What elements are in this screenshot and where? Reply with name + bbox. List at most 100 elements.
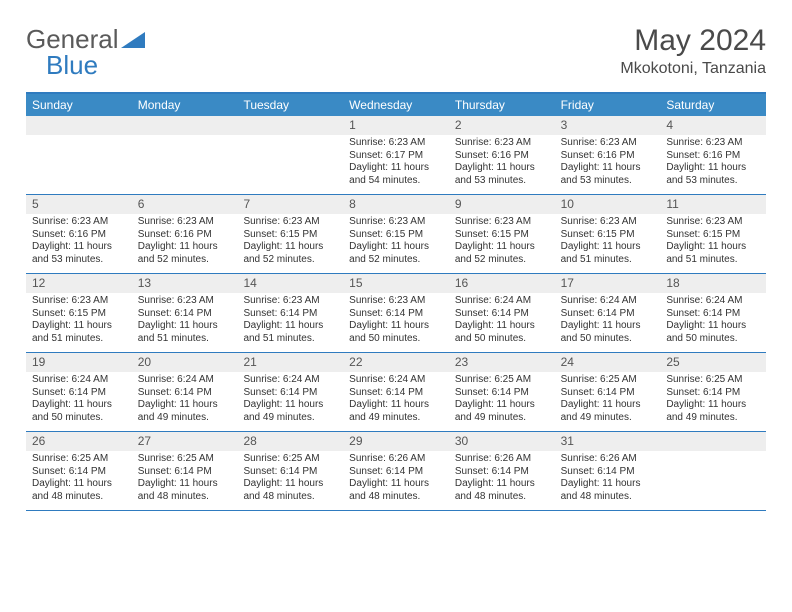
calendar-day: 18Sunrise: 6:24 AMSunset: 6:14 PMDayligh… [660,274,766,352]
calendar-day: 16Sunrise: 6:24 AMSunset: 6:14 PMDayligh… [449,274,555,352]
calendar-day: 27Sunrise: 6:25 AMSunset: 6:14 PMDayligh… [132,432,238,510]
day-content: Sunrise: 6:24 AMSunset: 6:14 PMDaylight:… [237,372,343,428]
calendar-day: 17Sunrise: 6:24 AMSunset: 6:14 PMDayligh… [555,274,661,352]
calendar-day: 25Sunrise: 6:25 AMSunset: 6:14 PMDayligh… [660,353,766,431]
day-content: Sunrise: 6:23 AMSunset: 6:15 PMDaylight:… [343,214,449,270]
day-content: Sunrise: 6:24 AMSunset: 6:14 PMDaylight:… [26,372,132,428]
day-number: 6 [132,195,238,214]
weekday-row: SundayMondayTuesdayWednesdayThursdayFrid… [26,94,766,116]
day-content: Sunrise: 6:25 AMSunset: 6:14 PMDaylight:… [555,372,661,428]
day-number: 9 [449,195,555,214]
day-content: Sunrise: 6:24 AMSunset: 6:14 PMDaylight:… [132,372,238,428]
day-content: Sunrise: 6:23 AMSunset: 6:14 PMDaylight:… [343,293,449,349]
day-content: Sunrise: 6:26 AMSunset: 6:14 PMDaylight:… [449,451,555,507]
day-content: Sunrise: 6:25 AMSunset: 6:14 PMDaylight:… [660,372,766,428]
day-number: 14 [237,274,343,293]
month-title: May 2024 [620,24,766,58]
day-content [237,135,343,190]
day-content: Sunrise: 6:23 AMSunset: 6:15 PMDaylight:… [26,293,132,349]
day-number: 11 [660,195,766,214]
calendar-day [132,116,238,194]
calendar-day [660,432,766,510]
calendar-day: 22Sunrise: 6:24 AMSunset: 6:14 PMDayligh… [343,353,449,431]
day-number: 15 [343,274,449,293]
day-content [26,135,132,190]
day-content: Sunrise: 6:26 AMSunset: 6:14 PMDaylight:… [555,451,661,507]
calendar-week: 5Sunrise: 6:23 AMSunset: 6:16 PMDaylight… [26,195,766,274]
location: Mkokotoni, Tanzania [620,60,766,78]
logo-text-blue: Blue [46,50,98,81]
day-number: 26 [26,432,132,451]
day-number: 13 [132,274,238,293]
day-number: 22 [343,353,449,372]
title-block: May 2024 Mkokotoni, Tanzania [620,24,766,78]
weekday-header: Tuesday [237,94,343,116]
day-number: 3 [555,116,661,135]
calendar-day: 3Sunrise: 6:23 AMSunset: 6:16 PMDaylight… [555,116,661,194]
calendar-weeks: 1Sunrise: 6:23 AMSunset: 6:17 PMDaylight… [26,116,766,511]
day-content: Sunrise: 6:23 AMSunset: 6:16 PMDaylight:… [26,214,132,270]
day-number: 21 [237,353,343,372]
day-number: 7 [237,195,343,214]
calendar-day: 12Sunrise: 6:23 AMSunset: 6:15 PMDayligh… [26,274,132,352]
calendar-week: 1Sunrise: 6:23 AMSunset: 6:17 PMDaylight… [26,116,766,195]
calendar-day: 8Sunrise: 6:23 AMSunset: 6:15 PMDaylight… [343,195,449,273]
weekday-header: Monday [132,94,238,116]
day-number: 10 [555,195,661,214]
calendar-week: 12Sunrise: 6:23 AMSunset: 6:15 PMDayligh… [26,274,766,353]
day-number: 5 [26,195,132,214]
day-number [660,432,766,451]
calendar-day: 30Sunrise: 6:26 AMSunset: 6:14 PMDayligh… [449,432,555,510]
day-number [237,116,343,135]
day-number: 8 [343,195,449,214]
day-number: 25 [660,353,766,372]
day-content: Sunrise: 6:23 AMSunset: 6:15 PMDaylight:… [237,214,343,270]
day-number [26,116,132,135]
day-content: Sunrise: 6:23 AMSunset: 6:16 PMDaylight:… [660,135,766,191]
day-number: 1 [343,116,449,135]
day-number: 4 [660,116,766,135]
calendar-day: 5Sunrise: 6:23 AMSunset: 6:16 PMDaylight… [26,195,132,273]
weekday-header: Sunday [26,94,132,116]
day-number: 24 [555,353,661,372]
day-content [660,451,766,506]
calendar-day [237,116,343,194]
weekday-header: Friday [555,94,661,116]
calendar-day: 4Sunrise: 6:23 AMSunset: 6:16 PMDaylight… [660,116,766,194]
calendar-day: 15Sunrise: 6:23 AMSunset: 6:14 PMDayligh… [343,274,449,352]
calendar-day [26,116,132,194]
day-number: 29 [343,432,449,451]
weekday-header: Thursday [449,94,555,116]
day-number: 20 [132,353,238,372]
calendar-week: 26Sunrise: 6:25 AMSunset: 6:14 PMDayligh… [26,432,766,511]
calendar-day: 13Sunrise: 6:23 AMSunset: 6:14 PMDayligh… [132,274,238,352]
day-content: Sunrise: 6:23 AMSunset: 6:14 PMDaylight:… [132,293,238,349]
calendar-day: 2Sunrise: 6:23 AMSunset: 6:16 PMDaylight… [449,116,555,194]
calendar-day: 14Sunrise: 6:23 AMSunset: 6:14 PMDayligh… [237,274,343,352]
day-content: Sunrise: 6:23 AMSunset: 6:16 PMDaylight:… [132,214,238,270]
day-number: 19 [26,353,132,372]
calendar-day: 26Sunrise: 6:25 AMSunset: 6:14 PMDayligh… [26,432,132,510]
day-number: 18 [660,274,766,293]
day-number: 30 [449,432,555,451]
day-number: 16 [449,274,555,293]
logo-triangle-icon [121,30,149,50]
day-content: Sunrise: 6:24 AMSunset: 6:14 PMDaylight:… [449,293,555,349]
day-number [132,116,238,135]
day-content: Sunrise: 6:23 AMSunset: 6:15 PMDaylight:… [555,214,661,270]
day-content: Sunrise: 6:23 AMSunset: 6:14 PMDaylight:… [237,293,343,349]
calendar-day: 9Sunrise: 6:23 AMSunset: 6:15 PMDaylight… [449,195,555,273]
calendar-day: 21Sunrise: 6:24 AMSunset: 6:14 PMDayligh… [237,353,343,431]
day-content: Sunrise: 6:24 AMSunset: 6:14 PMDaylight:… [555,293,661,349]
day-content: Sunrise: 6:25 AMSunset: 6:14 PMDaylight:… [449,372,555,428]
day-content: Sunrise: 6:26 AMSunset: 6:14 PMDaylight:… [343,451,449,507]
calendar-day: 31Sunrise: 6:26 AMSunset: 6:14 PMDayligh… [555,432,661,510]
header: General May 2024 Mkokotoni, Tanzania [26,24,766,78]
day-number: 23 [449,353,555,372]
day-number: 27 [132,432,238,451]
calendar-day: 11Sunrise: 6:23 AMSunset: 6:15 PMDayligh… [660,195,766,273]
day-content: Sunrise: 6:24 AMSunset: 6:14 PMDaylight:… [343,372,449,428]
day-content: Sunrise: 6:23 AMSunset: 6:16 PMDaylight:… [555,135,661,191]
day-number: 31 [555,432,661,451]
day-content: Sunrise: 6:23 AMSunset: 6:16 PMDaylight:… [449,135,555,191]
